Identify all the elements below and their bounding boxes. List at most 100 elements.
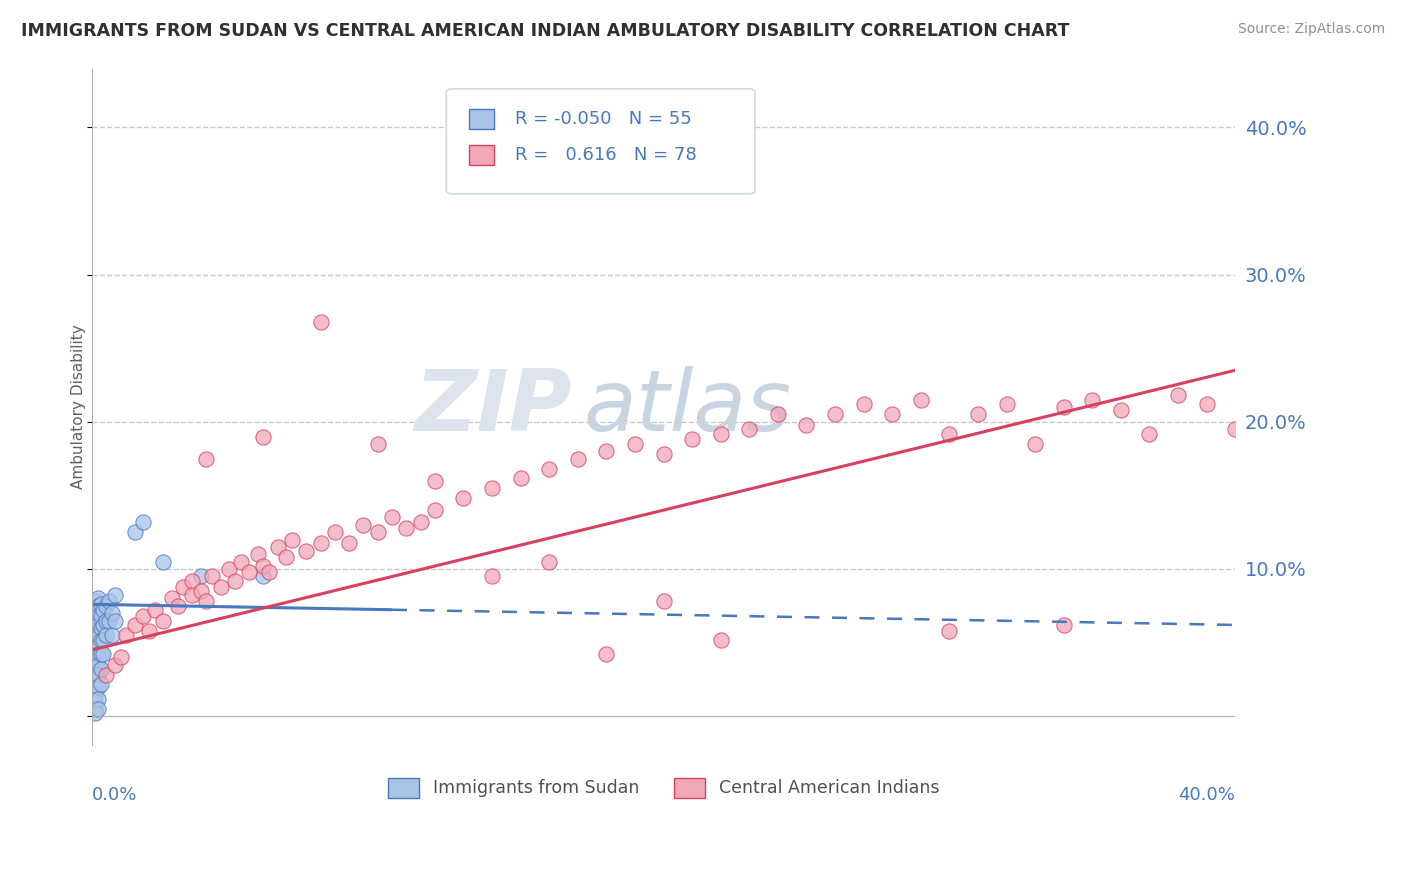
Point	[367, 525, 389, 540]
Point	[83, 673, 105, 687]
Text: ZIP: ZIP	[415, 366, 572, 449]
Point	[367, 437, 389, 451]
Point	[276, 550, 298, 565]
Point	[89, 621, 111, 635]
Point	[710, 632, 733, 647]
Point	[938, 426, 960, 441]
Point	[201, 569, 224, 583]
Point	[93, 618, 115, 632]
Point	[86, 618, 108, 632]
Point	[83, 594, 105, 608]
Point	[86, 628, 108, 642]
Point	[96, 628, 118, 642]
Point	[166, 599, 188, 613]
Point	[152, 555, 174, 569]
Point	[89, 609, 111, 624]
Point	[681, 433, 703, 447]
Point	[86, 639, 108, 653]
Point	[353, 517, 375, 532]
Point	[252, 559, 274, 574]
Point	[138, 624, 160, 638]
Point	[281, 533, 304, 547]
Point	[89, 677, 111, 691]
Point	[152, 614, 174, 628]
Point	[86, 599, 108, 613]
Text: IMMIGRANTS FROM SUDAN VS CENTRAL AMERICAN INDIAN AMBULATORY DISABILITY CORRELATI: IMMIGRANTS FROM SUDAN VS CENTRAL AMERICA…	[21, 22, 1070, 40]
Point	[89, 648, 111, 662]
Point	[1024, 437, 1046, 451]
Point	[83, 624, 105, 638]
Point	[83, 680, 105, 694]
Point	[96, 668, 118, 682]
Point	[423, 474, 446, 488]
Y-axis label: Ambulatory Disability: Ambulatory Disability	[72, 325, 86, 490]
Point	[481, 569, 503, 583]
Point	[938, 624, 960, 638]
Point	[96, 614, 118, 628]
Point	[160, 591, 183, 606]
Point	[1139, 426, 1161, 441]
Point	[93, 648, 115, 662]
Point	[995, 397, 1018, 411]
Point	[652, 594, 675, 608]
Point	[83, 665, 105, 679]
FancyBboxPatch shape	[446, 89, 755, 194]
Point	[252, 569, 274, 583]
Text: 40.0%: 40.0%	[1178, 786, 1234, 805]
Text: atlas: atlas	[583, 366, 792, 449]
Point	[83, 694, 105, 708]
Point	[124, 618, 146, 632]
Point	[190, 569, 212, 583]
Point	[209, 580, 232, 594]
Point	[143, 603, 166, 617]
Point	[246, 547, 269, 561]
Point	[910, 392, 932, 407]
Point	[83, 603, 105, 617]
Point	[824, 408, 846, 422]
Point	[83, 650, 105, 665]
Point	[195, 594, 218, 608]
Point	[1053, 400, 1076, 414]
Point	[104, 589, 127, 603]
Point	[101, 606, 124, 620]
Point	[83, 687, 105, 701]
Bar	[470, 145, 495, 165]
Point	[98, 594, 121, 608]
Point	[83, 643, 105, 657]
Point	[86, 609, 108, 624]
Point	[181, 589, 204, 603]
Point	[1167, 388, 1189, 402]
Point	[595, 648, 617, 662]
Point	[86, 657, 108, 672]
Point	[381, 510, 404, 524]
Point	[190, 584, 212, 599]
Point	[538, 462, 561, 476]
Point	[796, 417, 818, 432]
Point	[93, 632, 115, 647]
Point	[86, 668, 108, 682]
Point	[852, 397, 875, 411]
Point	[83, 632, 105, 647]
Point	[1053, 618, 1076, 632]
Text: R =   0.616   N = 78: R = 0.616 N = 78	[515, 146, 697, 164]
Point	[337, 535, 360, 549]
Point	[83, 628, 105, 642]
Point	[83, 706, 105, 721]
Point	[624, 437, 647, 451]
Point	[409, 515, 432, 529]
Point	[89, 632, 111, 647]
Point	[252, 429, 274, 443]
Point	[295, 544, 318, 558]
Text: Source: ZipAtlas.com: Source: ZipAtlas.com	[1237, 22, 1385, 37]
Point	[98, 614, 121, 628]
Point	[104, 614, 127, 628]
Point	[89, 597, 111, 611]
Point	[110, 650, 132, 665]
Point	[652, 447, 675, 461]
Point	[86, 702, 108, 716]
Point	[453, 491, 475, 506]
Point	[710, 426, 733, 441]
Point	[89, 662, 111, 676]
Point	[257, 565, 280, 579]
Point	[309, 315, 332, 329]
